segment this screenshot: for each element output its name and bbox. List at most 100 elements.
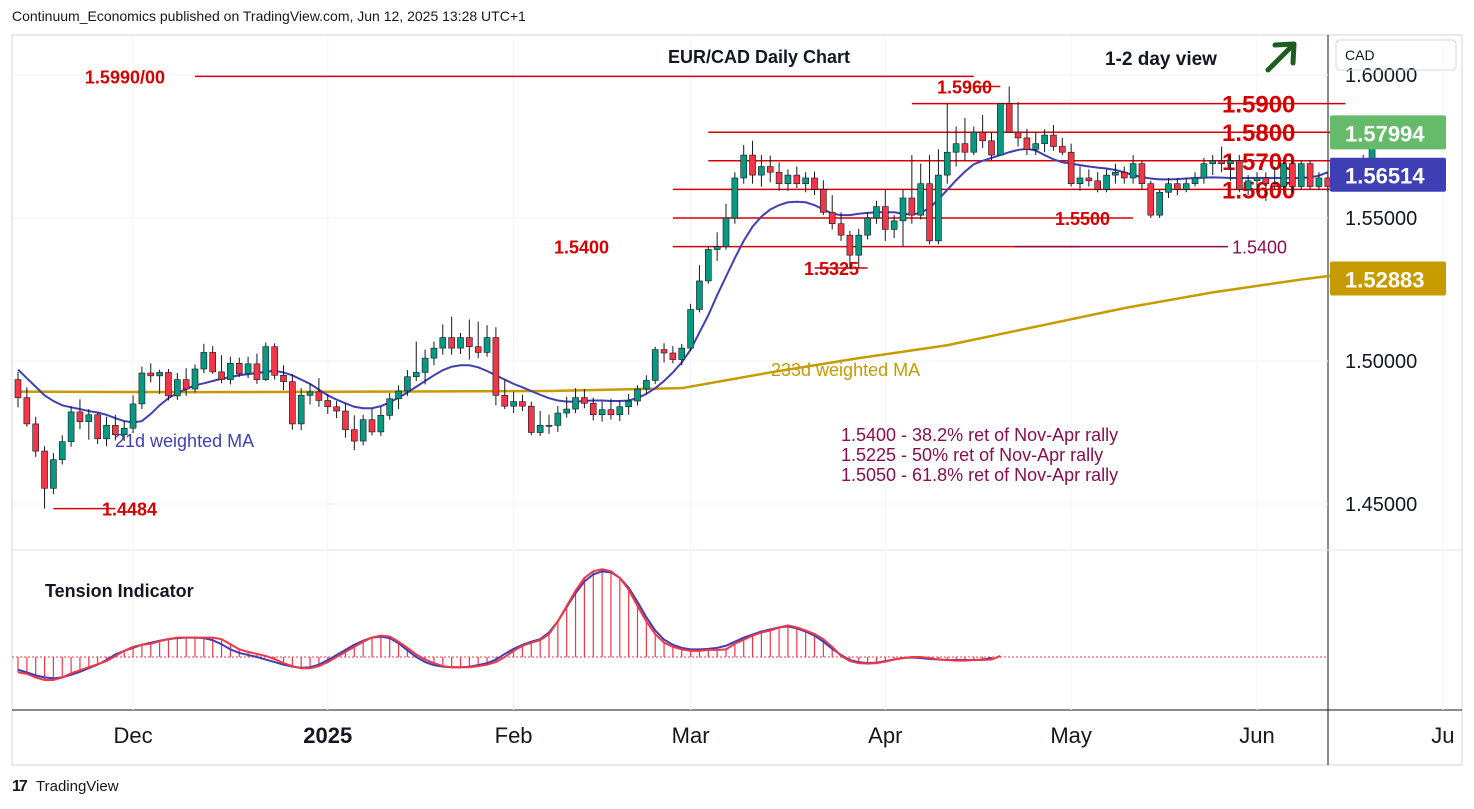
candle-body — [32, 423, 40, 452]
candle-body — [616, 406, 624, 416]
candle-body — [828, 211, 836, 225]
tradingview-logo[interactable]: 17 TradingView — [12, 778, 119, 796]
candle-body — [120, 427, 128, 436]
candle — [315, 378, 323, 407]
candle — [483, 325, 491, 357]
candle-body — [386, 398, 394, 416]
candle-body — [209, 352, 216, 373]
candle-body — [350, 429, 358, 442]
candle-body — [492, 337, 500, 396]
candle-body — [483, 337, 491, 353]
candle-body — [917, 183, 925, 216]
candle-body — [899, 197, 907, 222]
candle-body — [147, 372, 155, 377]
candle — [32, 416, 40, 457]
price-badge[interactable]: 1.56514 — [1330, 157, 1446, 192]
candle — [802, 172, 809, 193]
candle-body — [501, 395, 509, 407]
candle — [1289, 160, 1296, 193]
candle-body — [271, 346, 278, 376]
candle-body — [218, 371, 225, 380]
candle — [678, 343, 686, 366]
candle — [85, 409, 93, 440]
price-badge[interactable]: 1.52883 — [1330, 261, 1446, 296]
candle-body — [510, 401, 517, 407]
candle-body — [1085, 177, 1093, 182]
candle — [1191, 172, 1199, 187]
candle — [758, 155, 765, 187]
publisher-line: Continuum_Economics published on Trading… — [12, 8, 526, 24]
fib-label-15400: 1.5400 — [1232, 238, 1287, 258]
candle-body — [1218, 160, 1225, 164]
candle-body — [545, 425, 553, 427]
candle-body — [412, 372, 420, 378]
candle — [740, 145, 748, 184]
candle-body — [1289, 163, 1296, 187]
price-badge-label: 1.57994 — [1345, 121, 1425, 146]
y-tick-label: 1.55000 — [1345, 208, 1417, 230]
candle — [1262, 172, 1270, 201]
candle — [917, 163, 925, 220]
candle — [165, 369, 172, 401]
candle-body — [704, 249, 712, 282]
candle-body — [1023, 137, 1031, 150]
candle-body — [731, 177, 739, 219]
candle — [147, 363, 155, 383]
candle — [120, 421, 128, 442]
candle — [775, 162, 783, 191]
candle-body — [660, 349, 668, 354]
candle-body — [1253, 177, 1261, 182]
candle — [572, 388, 579, 414]
candle-body — [103, 425, 110, 440]
candle-body — [200, 352, 208, 370]
candle — [156, 369, 163, 394]
y-tick-label: 1.60000 — [1345, 65, 1417, 87]
candle — [926, 155, 933, 245]
candle-body — [855, 234, 863, 256]
candle-body — [1182, 183, 1190, 190]
candle-body — [165, 372, 172, 397]
candle — [873, 200, 880, 224]
candle — [227, 356, 234, 385]
candle-body — [651, 349, 659, 381]
candle-body — [926, 183, 933, 242]
candle — [174, 373, 181, 400]
candle-body — [23, 397, 31, 425]
candle-body — [1120, 171, 1128, 179]
candle-body — [1227, 160, 1234, 164]
candle-body — [1156, 191, 1163, 216]
candle-body — [1200, 163, 1208, 179]
candle-body — [1191, 177, 1199, 184]
candle — [289, 373, 296, 430]
candle-body — [696, 280, 703, 310]
candle-body — [784, 174, 792, 184]
candle-body — [793, 174, 801, 184]
x-tick-label: May — [1050, 723, 1092, 748]
candle — [50, 453, 57, 494]
candle — [1085, 169, 1093, 187]
candle-body — [643, 380, 650, 390]
candle-body — [174, 379, 181, 397]
y-tick-label: 1.50000 — [1345, 351, 1417, 373]
candle-body — [740, 154, 748, 179]
candle — [1253, 172, 1261, 193]
candle-body — [182, 379, 190, 390]
candle — [1005, 86, 1013, 133]
candle-body — [1094, 180, 1101, 190]
candle — [784, 169, 792, 191]
candle — [731, 172, 739, 224]
candle-body — [607, 409, 615, 416]
candle — [1297, 160, 1305, 190]
candle-body — [1271, 183, 1278, 187]
candle — [297, 388, 305, 431]
candle — [997, 103, 1004, 156]
price-badge[interactable]: 1.57994 — [1330, 115, 1446, 150]
candle — [1014, 102, 1022, 147]
candle-body — [1324, 177, 1332, 187]
candle-body — [581, 397, 588, 404]
view-arrow-icon — [1265, 41, 1297, 73]
currency-box[interactable] — [1335, 39, 1457, 71]
candle — [67, 406, 75, 447]
tension-red-line — [17, 568, 1001, 681]
